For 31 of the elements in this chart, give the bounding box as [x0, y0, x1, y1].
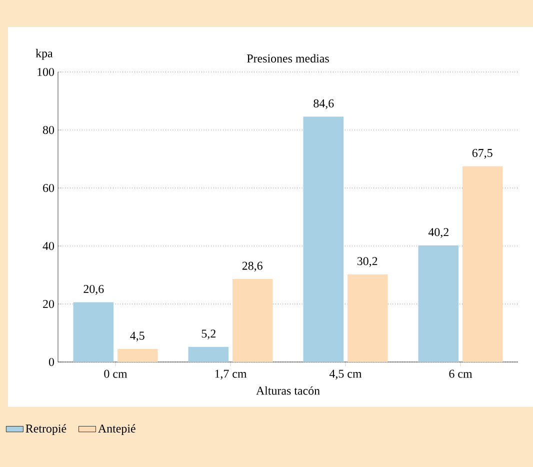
data-label: 84,6	[314, 99, 334, 110]
bar	[118, 348, 158, 362]
bar	[188, 346, 229, 362]
chart-title: Presiones medias	[247, 54, 329, 62]
y-axis-title: kpa	[36, 48, 53, 60]
x-tick-label: 1,7 cm	[215, 370, 247, 380]
bar	[418, 245, 459, 362]
data-label: 40,2	[428, 228, 448, 238]
bar	[303, 116, 344, 362]
x-axis-title: Alturas tacón	[256, 386, 320, 395]
data-label: 5,2	[202, 330, 216, 340]
data-label: 4,5	[130, 332, 144, 342]
bar	[73, 302, 114, 362]
bar	[348, 274, 388, 362]
x-tick-label: 0 cm	[104, 370, 128, 378]
y-tick-label: 0	[48, 358, 54, 366]
y-tick-label: 40	[42, 242, 54, 250]
y-tick-label: 20	[43, 300, 54, 308]
data-label: 28,6	[242, 262, 262, 272]
x-tick-label: 4,5 cm	[329, 370, 362, 380]
data-label: 67,5	[472, 148, 492, 159]
bar	[462, 166, 503, 362]
y-tick-label: 60	[43, 184, 54, 192]
legend-label: Retropié	[26, 424, 66, 436]
legend-label: Antepié	[98, 424, 136, 436]
y-tick-label: 100	[38, 68, 54, 76]
x-tick-label: 6 cm	[449, 370, 472, 378]
y-tick-label: 80	[42, 126, 54, 134]
data-label: 20,6	[84, 284, 104, 295]
bar	[232, 279, 273, 362]
data-label: 30,2	[357, 257, 378, 267]
